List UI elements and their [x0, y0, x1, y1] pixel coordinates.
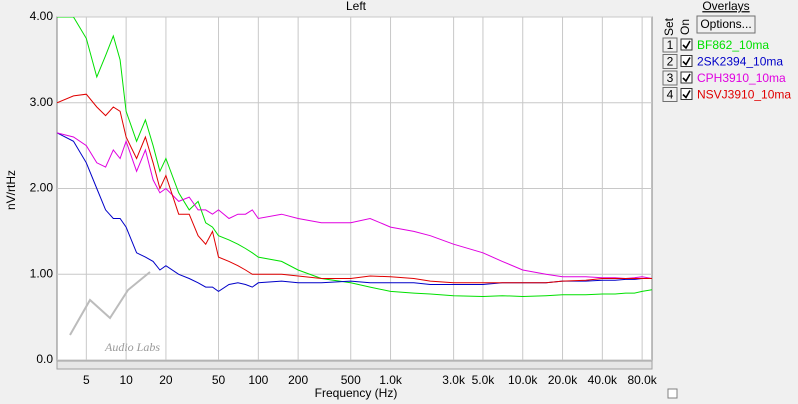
x-tick-label: 500 [341, 373, 361, 387]
set-number: 1 [667, 38, 674, 52]
x-tick-label: 5 [83, 373, 90, 387]
y-tick-label: 3.00 [30, 95, 54, 109]
checkbox[interactable] [680, 88, 693, 100]
checkmark[interactable] [682, 90, 691, 99]
checkbox[interactable] [680, 38, 693, 51]
series-line [57, 93, 652, 284]
chart-title: Left [346, 0, 367, 13]
set-button[interactable] [662, 54, 678, 69]
checkmark[interactable] [682, 57, 691, 66]
x-tick-label: 50 [212, 373, 226, 387]
set-number: 3 [667, 71, 674, 85]
x-tick-label: 100 [248, 373, 268, 387]
set-button[interactable] [662, 37, 678, 53]
set-header: Set [662, 17, 676, 36]
series-line [57, 17, 652, 298]
series-line [57, 132, 652, 280]
checkbox[interactable] [680, 71, 693, 84]
overlay-panel: Overlays Options... Set On 1 BF862_10ma 2 2… [662, 0, 791, 102]
on-header: On [678, 19, 692, 35]
x-tick-label: 40.0k [588, 373, 618, 387]
set-number: 4 [667, 88, 674, 102]
checkmark[interactable] [682, 73, 691, 83]
set-button[interactable] [662, 87, 678, 102]
y-tick-label: 2.00 [30, 181, 54, 195]
x-tick-label: 1.0k [379, 373, 403, 387]
checkbox[interactable] [680, 55, 693, 67]
legend-entry: CPH3910_10ma [697, 71, 786, 85]
set-button[interactable] [662, 70, 678, 86]
x-tick-label: 10 [119, 373, 133, 387]
x-tick-label: 10.0k [508, 373, 538, 387]
x-axis-label: Frequency (Hz) [315, 386, 398, 400]
zoom-button[interactable] [667, 388, 678, 399]
options-button[interactable] [696, 15, 756, 34]
x-tick-label: 80.0k [627, 373, 657, 387]
y-tick-label: 0.0 [36, 352, 53, 366]
watermark-logo [69, 271, 151, 336]
scrollbar[interactable] [56, 360, 653, 370]
y-tick-label: 1.00 [30, 266, 54, 280]
y-axis-label: nV/rtHz [4, 170, 18, 210]
legend-entry: BF862_10ma [697, 38, 769, 52]
legend-entry: NSVJ3910_10ma [697, 88, 791, 102]
panel-title: Overlays [702, 0, 749, 13]
y-tick-label: 4.00 [30, 9, 54, 23]
checkmark[interactable] [682, 40, 691, 50]
grid [57, 16, 652, 361]
set-number: 2 [667, 55, 674, 69]
x-tick-label: 20 [159, 373, 173, 387]
x-tick-label: 5.0k [472, 373, 496, 387]
legend-entry: 2SK2394_10ma [697, 55, 783, 69]
watermark: Audio Labs [104, 340, 160, 354]
x-tick-label: 200 [288, 373, 308, 387]
x-tick-label: 3.0k [442, 373, 466, 387]
options-label[interactable]: Options... [700, 17, 751, 31]
x-tick-label: 20.0k [548, 373, 578, 387]
